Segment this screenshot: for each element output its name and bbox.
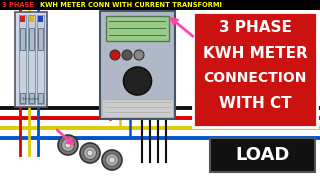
Text: CONNECTION: CONNECTION <box>203 71 307 85</box>
Bar <box>38 93 43 103</box>
Bar <box>29 28 34 50</box>
Circle shape <box>110 50 120 60</box>
Circle shape <box>65 142 71 148</box>
Circle shape <box>58 135 78 155</box>
Text: 3 PHASE: 3 PHASE <box>2 2 36 8</box>
Circle shape <box>61 138 75 152</box>
Bar <box>210 138 315 172</box>
Text: KWH METER: KWH METER <box>203 46 308 60</box>
Bar <box>193 12 317 127</box>
Text: 3 PHASE: 3 PHASE <box>219 21 292 35</box>
Bar <box>0 0 320 10</box>
Bar <box>19 15 26 104</box>
Bar <box>20 16 25 22</box>
Circle shape <box>109 157 115 163</box>
Circle shape <box>87 150 93 156</box>
Text: KWH METER CONN WITH CURRENT TRANSFORMI: KWH METER CONN WITH CURRENT TRANSFORMI <box>40 2 222 8</box>
Bar <box>38 16 43 22</box>
Text: LOAD: LOAD <box>235 146 290 164</box>
Circle shape <box>122 50 132 60</box>
Bar <box>106 16 169 41</box>
Bar <box>37 15 44 104</box>
Circle shape <box>84 147 97 159</box>
Bar <box>100 11 175 119</box>
Text: WITH CT: WITH CT <box>219 96 291 111</box>
Bar <box>29 16 34 22</box>
Bar <box>15 12 47 107</box>
Bar <box>20 93 25 103</box>
Text: Schneider: Schneider <box>22 97 40 101</box>
Bar <box>20 28 25 50</box>
Circle shape <box>106 154 118 166</box>
Bar <box>28 15 35 104</box>
Circle shape <box>134 50 144 60</box>
Circle shape <box>80 143 100 163</box>
Circle shape <box>102 150 122 170</box>
Bar <box>29 93 34 103</box>
Circle shape <box>124 67 151 95</box>
Bar <box>102 99 173 117</box>
Bar <box>38 28 43 50</box>
